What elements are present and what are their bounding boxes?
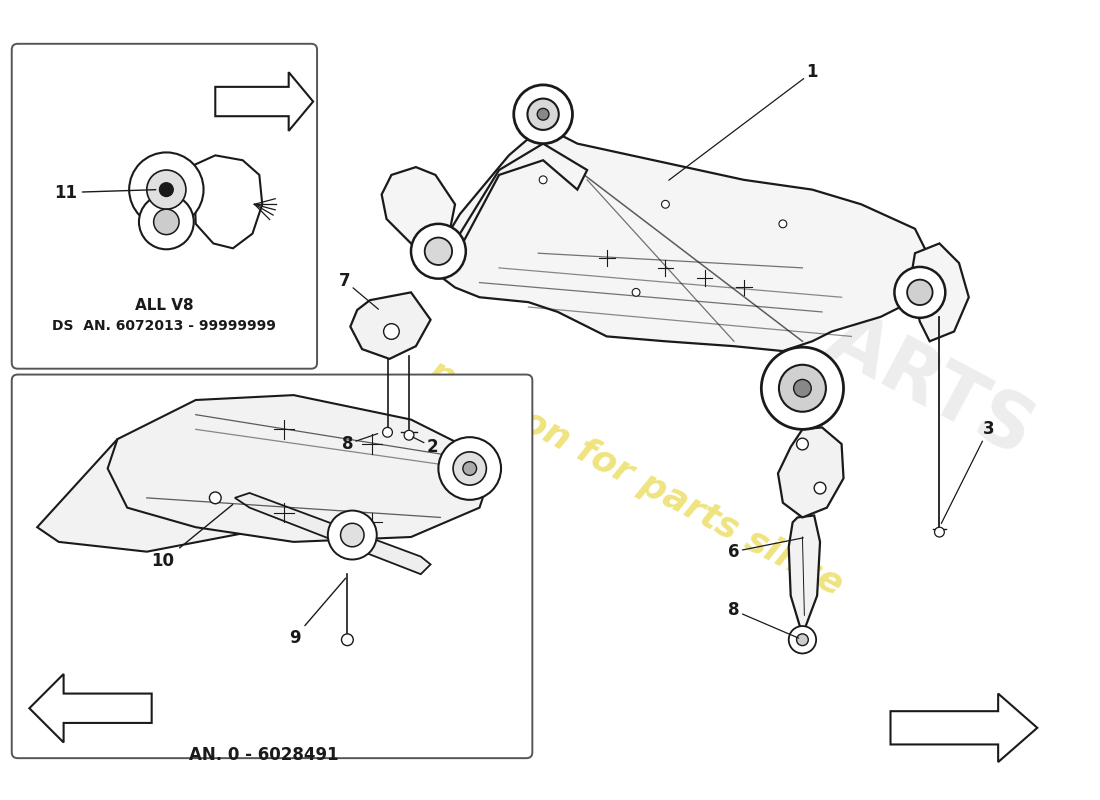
FancyBboxPatch shape	[12, 44, 317, 369]
Circle shape	[514, 85, 572, 144]
Text: ALL V8: ALL V8	[135, 298, 194, 313]
Text: DS  AN. 6072013 - 99999999: DS AN. 6072013 - 99999999	[53, 318, 276, 333]
Circle shape	[908, 280, 933, 305]
Polygon shape	[450, 144, 587, 258]
Circle shape	[528, 98, 559, 130]
Circle shape	[453, 452, 486, 485]
Circle shape	[328, 510, 377, 559]
Text: 6: 6	[728, 538, 803, 561]
Text: 9: 9	[288, 578, 345, 646]
Circle shape	[537, 108, 549, 120]
Polygon shape	[789, 515, 820, 635]
Polygon shape	[778, 427, 844, 518]
Circle shape	[425, 238, 452, 265]
Circle shape	[341, 523, 364, 546]
Circle shape	[935, 527, 944, 537]
Circle shape	[463, 462, 476, 475]
Circle shape	[154, 209, 179, 234]
Circle shape	[779, 365, 826, 412]
FancyBboxPatch shape	[12, 374, 532, 758]
Circle shape	[789, 626, 816, 654]
Polygon shape	[108, 395, 490, 542]
Text: 8: 8	[728, 602, 799, 638]
Circle shape	[779, 220, 786, 228]
Text: 10: 10	[152, 505, 233, 570]
Circle shape	[894, 267, 945, 318]
Text: 11: 11	[54, 183, 156, 202]
Circle shape	[632, 289, 640, 296]
Circle shape	[796, 438, 808, 450]
Text: 1: 1	[669, 63, 818, 180]
Circle shape	[341, 634, 353, 646]
Polygon shape	[30, 674, 152, 742]
Polygon shape	[382, 167, 455, 263]
Circle shape	[411, 224, 465, 278]
Polygon shape	[910, 243, 969, 342]
Polygon shape	[194, 155, 262, 248]
Circle shape	[146, 170, 186, 209]
Polygon shape	[350, 292, 430, 359]
Circle shape	[404, 430, 414, 440]
Circle shape	[661, 200, 669, 208]
Polygon shape	[216, 72, 313, 131]
Circle shape	[796, 634, 808, 646]
Text: 7: 7	[339, 272, 378, 310]
Text: EUROPARTS: EUROPARTS	[561, 170, 1044, 474]
Text: 8: 8	[342, 434, 377, 453]
Circle shape	[209, 492, 221, 504]
Circle shape	[139, 194, 194, 250]
Circle shape	[814, 482, 826, 494]
Text: 3: 3	[942, 420, 994, 523]
Circle shape	[383, 427, 393, 437]
Circle shape	[439, 437, 500, 500]
Polygon shape	[430, 126, 935, 351]
Text: 2: 2	[412, 437, 438, 456]
Circle shape	[384, 324, 399, 339]
Text: AN. 0 - 6028491: AN. 0 - 6028491	[189, 746, 339, 764]
Polygon shape	[235, 493, 430, 574]
Circle shape	[539, 176, 547, 184]
Circle shape	[761, 347, 844, 430]
Circle shape	[129, 153, 204, 226]
Circle shape	[160, 182, 173, 197]
Polygon shape	[891, 694, 1037, 762]
Text: passion for parts since: passion for parts since	[422, 354, 849, 602]
Circle shape	[793, 379, 811, 397]
Polygon shape	[37, 434, 429, 552]
